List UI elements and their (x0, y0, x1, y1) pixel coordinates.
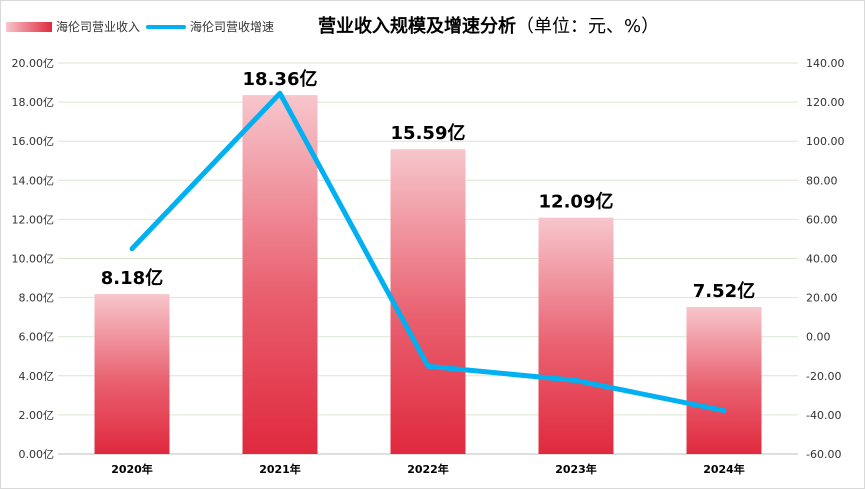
y-left-tick-label: 4.00亿 (19, 370, 55, 383)
bar-value-label: 8.18亿 (101, 267, 163, 289)
legend-swatch-revenue (6, 21, 52, 32)
y-left-tick-label: 10.00亿 (12, 253, 55, 266)
y-left-tick-label: 16.00亿 (12, 135, 55, 148)
y-left-tick-label: 2.00亿 (19, 409, 55, 422)
bar-value-label: 7.52亿 (693, 280, 755, 302)
bar-2024年 (686, 306, 762, 454)
y-right-tick-label: -60.00 (806, 448, 841, 461)
y-right-tick-label: 60.00 (806, 213, 838, 226)
y-right-tick-label: 140.00 (806, 57, 845, 70)
y-left-tick-label: 14.00亿 (12, 174, 55, 187)
legend-item-growth: 海伦司营收增速 (146, 18, 274, 35)
y-left-tick-label: 0.00亿 (19, 448, 55, 461)
y-left-tick-label: 6.00亿 (19, 331, 55, 344)
axes: 0.00亿 -60.00 2.00亿 -40.00 4.00亿 -20.00 6.00亿 0.… (12, 57, 845, 476)
x-tick-label: 2024年 (703, 462, 745, 476)
legend: 海伦司营业收入 海伦司营收增速 (6, 18, 280, 35)
bar-value-label: 18.36亿 (243, 68, 318, 90)
chart-title: 营业收入规模及增速分析 (318, 16, 516, 37)
y-left-tick-label: 8.00亿 (19, 292, 55, 305)
y-left-tick-label: 20.00亿 (12, 57, 55, 70)
legend-label-growth: 海伦司营收增速 (190, 20, 275, 34)
bar-value-label: 12.09亿 (539, 191, 614, 213)
y-right-tick-label: -20.00 (806, 370, 841, 383)
y-right-tick-label: 40.00 (806, 253, 838, 266)
x-tick-label: 2022年 (407, 462, 449, 476)
y-right-tick-label: 100.00 (806, 135, 845, 148)
y-right-tick-label: 0.00 (806, 331, 831, 344)
chart-title-block: 营业收入规模及增速分析（单位：元、%） (318, 12, 659, 38)
y-right-tick-label: -40.00 (806, 409, 841, 422)
y-right-tick-label: 120.00 (806, 96, 845, 109)
bars (94, 95, 762, 454)
bar-value-label: 15.59亿 (391, 122, 466, 144)
x-tick-label: 2023年 (555, 462, 597, 476)
growth-line (129, 90, 727, 414)
growth-line-path (129, 90, 727, 414)
y-right-tick-label: 80.00 (806, 174, 838, 187)
legend-item-revenue: 海伦司营业收入 (6, 18, 140, 35)
bar-2023年 (538, 217, 614, 454)
data-labels: 8.18亿 18.36亿 15.59亿 12.09亿 7.52亿 (101, 68, 755, 302)
chart-subtitle: （单位：元、%） (516, 16, 660, 37)
bar-2020年 (94, 294, 170, 454)
y-right-tick-label: 20.00 (806, 292, 838, 305)
y-left-tick-label: 12.00亿 (12, 213, 55, 226)
bar-2022年 (390, 149, 466, 454)
legend-label-revenue: 海伦司营业收入 (56, 20, 141, 34)
x-tick-label: 2020年 (111, 462, 153, 476)
legend-swatch-growth (146, 24, 187, 29)
bar-2021年 (242, 95, 318, 454)
y-left-tick-label: 18.00亿 (12, 96, 55, 109)
x-tick-label: 2021年 (259, 462, 301, 476)
